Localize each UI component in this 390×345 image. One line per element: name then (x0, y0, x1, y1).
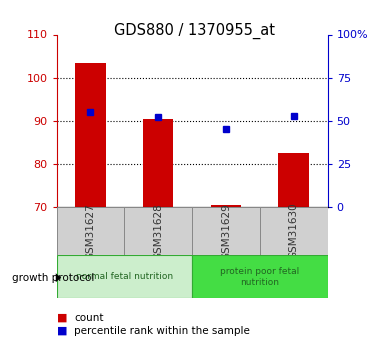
Bar (143, 119, 174, 207)
Text: GSM31630: GSM31630 (289, 203, 299, 259)
Text: percentile rank within the sample: percentile rank within the sample (74, 326, 250, 335)
Text: protein poor fetal
nutrition: protein poor fetal nutrition (220, 267, 300, 287)
Bar (124, 207, 192, 255)
Text: GDS880 / 1370955_at: GDS880 / 1370955_at (115, 22, 275, 39)
Text: count: count (74, 313, 104, 323)
Text: GSM31629: GSM31629 (221, 203, 231, 259)
Bar (57, 255, 192, 298)
Bar (278, 153, 309, 207)
Text: growth protocol: growth protocol (12, 273, 94, 283)
Text: GSM31627: GSM31627 (85, 203, 96, 259)
Polygon shape (56, 273, 61, 282)
Text: GSM31628: GSM31628 (153, 203, 163, 259)
Text: normal fetal nutrition: normal fetal nutrition (76, 272, 173, 282)
Bar (211, 205, 241, 207)
Bar (192, 207, 260, 255)
Bar (75, 62, 106, 207)
Text: ■: ■ (57, 326, 67, 335)
Bar (57, 207, 124, 255)
Text: ■: ■ (57, 313, 67, 323)
Bar (192, 255, 328, 298)
Bar (260, 207, 328, 255)
